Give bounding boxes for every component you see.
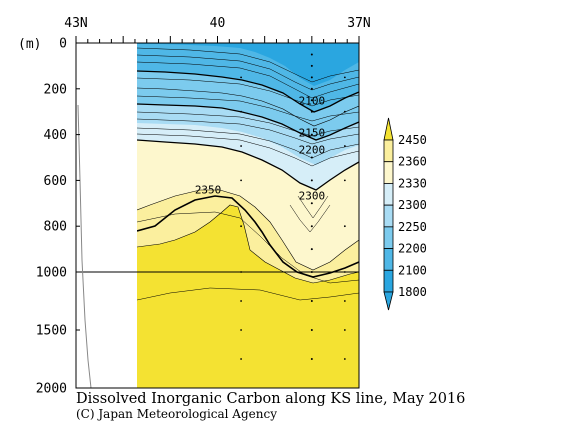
sample-dot <box>310 225 313 228</box>
x-axis-labels: 43N 40 37N <box>64 16 370 31</box>
colorbar-label: 2250 <box>398 220 427 234</box>
sample-dot <box>343 145 346 147</box>
colorbar-segment <box>383 226 394 249</box>
y-tick-label: 800 <box>44 220 67 235</box>
sample-dot <box>240 300 242 302</box>
sample-dot <box>310 87 313 90</box>
contour-2300 <box>137 139 359 191</box>
y-tick-label: 1000 <box>36 266 67 281</box>
colorbar-segment <box>383 204 394 228</box>
contour-2330 <box>137 189 359 271</box>
contour-labels: 2100 2150 2200 2300 2350 <box>195 94 326 202</box>
sample-dot <box>240 110 242 113</box>
sample-dot <box>240 358 242 360</box>
dense-shallow-contours <box>137 47 359 167</box>
sample-dot <box>343 110 346 113</box>
x-tick-label: 37N <box>347 16 370 31</box>
sample-dot <box>240 145 242 147</box>
band-1800 <box>137 43 359 86</box>
contour-label: 2350 <box>195 184 222 197</box>
x-tick-label: 40 <box>210 16 226 31</box>
sample-dot <box>343 329 346 331</box>
colorbar-segment <box>383 183 394 206</box>
sample-dot <box>310 248 313 251</box>
sample-dot <box>310 358 313 360</box>
sample-dot <box>343 300 346 302</box>
contour-bands <box>137 43 359 388</box>
chart-title: Dissolved Inorganic Carbon along KS line… <box>76 391 465 407</box>
colorbar: 2450 2360 2330 2300 2250 2200 2100 1800 <box>383 117 427 311</box>
colorbar-label: 2100 <box>398 263 427 277</box>
y-tick-label: 200 <box>44 82 67 97</box>
sample-dot <box>343 225 346 228</box>
y-axis-unit: (m) <box>18 37 41 52</box>
sample-dot <box>343 76 346 79</box>
contour-2100 <box>137 70 359 113</box>
x-tick-label: 43N <box>64 16 87 31</box>
sample-dot <box>310 53 313 56</box>
colorbar-bottom-arrow <box>383 291 394 311</box>
sample-dot <box>310 99 313 102</box>
sample-dot <box>240 329 242 331</box>
sample-dot <box>343 358 346 360</box>
contour-2350 <box>137 195 359 278</box>
sample-dot <box>310 179 313 182</box>
contour-lines <box>137 47 359 301</box>
contour-2150 <box>137 87 359 127</box>
sample-dot <box>240 225 242 228</box>
y-tick-label: 2000 <box>36 382 67 397</box>
sample-dot <box>310 76 313 79</box>
deep-contours <box>137 195 359 301</box>
y-tick-label: 400 <box>44 128 67 143</box>
contour-2200 <box>137 103 359 141</box>
contour-label: 2150 <box>299 126 326 139</box>
sample-dot <box>240 76 242 79</box>
y-axis-labels: 0 200 400 600 800 1000 1500 2000 <box>36 37 80 397</box>
colorbar-label: 2330 <box>398 176 427 190</box>
top-axis-ticks <box>75 36 360 43</box>
contour-label: 2200 <box>299 143 326 156</box>
contour-label: 2300 <box>299 189 326 202</box>
bottom-topography-line <box>77 104 92 389</box>
colorbar-segment <box>383 248 394 271</box>
colorbar-segment <box>383 161 394 184</box>
colorbar-label: 1800 <box>398 285 427 299</box>
credit-text: (C) Japan Meteorological Agency <box>76 407 277 421</box>
colorbar-label: 2450 <box>398 133 427 147</box>
colorbar-segment <box>383 269 394 293</box>
contour-label: 2100 <box>299 94 326 107</box>
sample-dot <box>343 179 346 182</box>
colorbar-segment <box>383 139 394 163</box>
sample-dot <box>310 110 313 113</box>
sample-dot <box>310 133 313 136</box>
colorbar-label: 2360 <box>398 155 427 169</box>
colorbar-label: 2200 <box>398 242 427 256</box>
sample-dot <box>310 329 313 331</box>
colorbar-label: 2300 <box>398 198 427 212</box>
y-tick-label: 600 <box>44 174 67 189</box>
y-tick-label: 0 <box>59 37 67 52</box>
colorbar-top-arrow <box>383 117 394 141</box>
sample-dot <box>240 179 242 182</box>
contour-2360 <box>137 204 359 284</box>
y-tick-label: 1500 <box>36 324 67 339</box>
sample-dot <box>310 202 313 205</box>
sample-dot <box>310 64 313 67</box>
sample-dot <box>310 156 313 159</box>
sample-dot <box>310 300 313 302</box>
